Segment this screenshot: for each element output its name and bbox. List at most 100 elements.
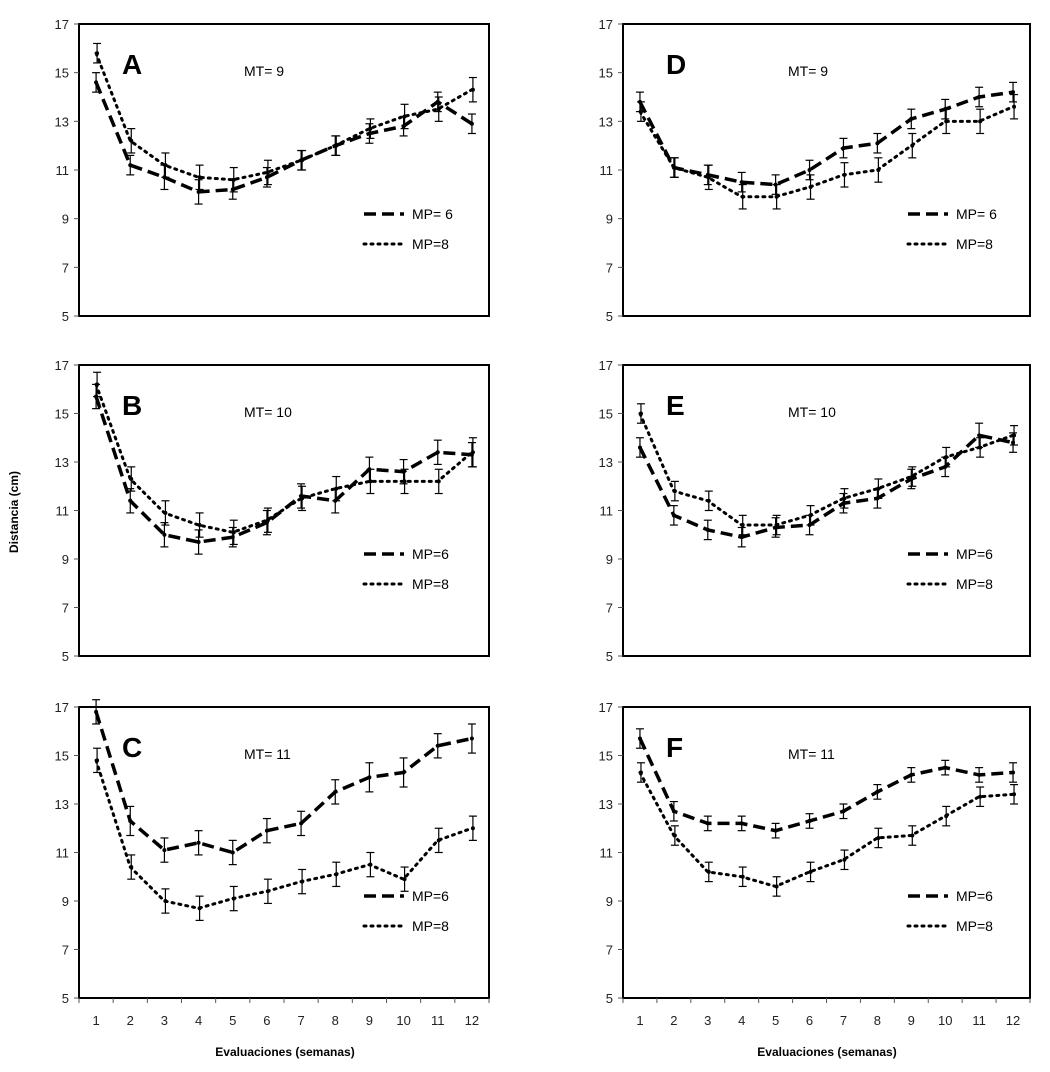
panel-c-series-mp6-point: [264, 828, 269, 833]
panel-e-series-mp8-point: [876, 486, 881, 491]
panel-c-series-mp8-point: [436, 838, 441, 843]
panel-a-series-mp8-point: [436, 107, 441, 112]
panel-f-series-mp6-point: [841, 809, 846, 814]
panel-d-ytick-label: 17: [599, 17, 613, 32]
panel-c-ytick-label: 9: [62, 894, 69, 909]
panel-e-series-mp6-point: [637, 445, 642, 450]
panel-f-series-mp6-point: [739, 821, 744, 826]
panel-d-ytick-label: 9: [606, 212, 613, 227]
panel-f-letter: F: [666, 732, 683, 763]
panel-a-series-mp6-line: [94, 81, 473, 194]
panel-f-series-mp8-point: [978, 794, 983, 799]
panel-b-series-mp8-point: [231, 530, 236, 535]
panel-f-series-mp8-point: [876, 835, 881, 840]
x-axis-title-right: Evaluaciones (semanas): [757, 1045, 896, 1059]
panel-d-series-mp8-legend-label: MP=8: [956, 236, 993, 252]
panel-b-series-mp8-point: [470, 450, 475, 455]
panel-e-series-mp6-point: [977, 433, 982, 438]
panel-f-series-mp6-point: [875, 789, 880, 794]
panel-c-series-mp6-point: [367, 775, 372, 780]
panel-a-ytick-label: 11: [56, 163, 70, 178]
panel-f-series-mp8-point: [1012, 792, 1017, 797]
panel-c-series-mp6-line: [94, 711, 473, 855]
panel-c-ytick-label: 5: [62, 991, 69, 1006]
panel-b-ytick-label: 5: [62, 649, 69, 664]
panel-b-ytick-label: 9: [62, 552, 69, 567]
panel-c-ytick-label: 7: [62, 943, 69, 958]
panel-f-series-mp8-line: [638, 770, 1015, 889]
panel-f-ytick-label: 9: [606, 894, 613, 909]
panel-e-series-mp8-point: [944, 455, 949, 460]
panel-a-ytick-label: 13: [55, 114, 69, 129]
panel-c-xtick-label: 7: [297, 1013, 304, 1028]
panel-f-series-mp6-point: [807, 818, 812, 823]
panel-b-series-mp8-legend-label: MP=8: [412, 576, 449, 592]
panel-c-series-mp6-legend-label: MP=6: [412, 888, 449, 904]
panel-b-series-mp6-legend-label: MP=6: [412, 546, 449, 562]
panel-d-ytick-label: 15: [599, 66, 613, 81]
panel-e-ytick-label: 9: [606, 552, 613, 567]
panel-c-xtick-label: 9: [366, 1013, 373, 1028]
panel-f-series-mp8-point: [672, 833, 677, 838]
panel-b-series-mp6-point: [128, 498, 133, 503]
panel-f-series-mp8-point: [808, 869, 813, 874]
x-axis-title-left: Evaluaciones (semanas): [215, 1045, 354, 1059]
panel-c-letter: C: [122, 732, 142, 763]
panel-e-series-mp8-point: [978, 445, 983, 450]
panel-d-ytick-label: 7: [606, 260, 613, 275]
panel-f-ytick-label: 17: [599, 700, 613, 715]
panel-c-series-mp8-point: [197, 906, 202, 911]
panel-a-mt-annotation: MT= 9: [244, 63, 284, 79]
panel-b-mt-annotation: MT= 10: [244, 404, 292, 420]
panel-f-xtick-label: 11: [972, 1013, 986, 1028]
panel-d-letter: D: [666, 49, 686, 80]
panel-b-series-mp6-point: [435, 450, 440, 455]
panel-d-series-mp8-point: [740, 194, 745, 199]
panel-e-series-mp6-line: [638, 433, 1014, 539]
panel-d-series-mp6-point: [977, 95, 982, 99]
panel-f-series-mp6-line: [638, 737, 1014, 833]
panel-f-xtick-label: 12: [1006, 1013, 1020, 1028]
panel-b-ytick-label: 7: [62, 601, 69, 616]
panel-e-series-mp8-point: [774, 523, 779, 528]
panel-f-xtick-label: 3: [704, 1013, 711, 1028]
panel-c-series-mp6-point: [299, 821, 304, 826]
panel-a-letter: A: [122, 49, 142, 80]
panel-f-series-mp6-legend-label: MP=6: [956, 888, 993, 904]
panel-e-series-mp6-point: [671, 513, 676, 518]
panel-a-ytick-label: 7: [62, 260, 69, 275]
panel-e-series-mp8-point: [808, 513, 813, 518]
panel-e-series-mp6-point: [705, 527, 710, 532]
panel-b-ytick-label: 11: [56, 504, 70, 519]
panel-c-xtick-label: 5: [229, 1013, 236, 1028]
panel-f-ytick-label: 5: [606, 991, 613, 1006]
panel-f-series-mp6-point: [943, 765, 948, 770]
panel-d-series-mp8-point: [1012, 104, 1017, 109]
panel-b-series-mp8-point: [163, 510, 168, 515]
panel-c-series-mp8-line: [94, 758, 474, 910]
panel-f-ytick-label: 13: [599, 797, 613, 812]
panel-c-xtick-label: 12: [465, 1013, 479, 1028]
panel-a-series-mp8-point: [163, 163, 168, 168]
panel-c-series-mp8-point: [95, 758, 100, 763]
panel-d-series-mp8-line: [638, 105, 1015, 199]
panel-b-letter: B: [122, 390, 142, 421]
panel-c-series-mp6-point: [230, 850, 235, 855]
panel-a-series-mp8-point: [95, 51, 100, 56]
panel-d-series-mp8-point: [672, 165, 677, 170]
panel-d-series-mp6-point: [807, 168, 812, 172]
panel-f-xtick-label: 4: [738, 1013, 745, 1028]
panel-c-ytick-label: 15: [55, 749, 69, 764]
panel-c-series-mp8-point: [163, 899, 168, 903]
panel-b-series-mp6-point: [162, 532, 167, 537]
panel-b-ytick-label: 17: [55, 358, 69, 373]
panel-a-ytick-label: 15: [55, 66, 69, 81]
panel-c-series-mp8-point: [368, 862, 373, 867]
panel-f-series-mp8-point: [638, 770, 643, 775]
panel-c-series-mp8-point: [402, 877, 407, 882]
panel-f-ytick-label: 15: [599, 749, 613, 764]
panel-f-xtick-label: 2: [670, 1013, 677, 1028]
panel-f-series-mp6-point: [909, 772, 914, 777]
panel-c-xtick-label: 8: [332, 1013, 339, 1028]
panel-a-series-mp8-point: [368, 126, 373, 131]
